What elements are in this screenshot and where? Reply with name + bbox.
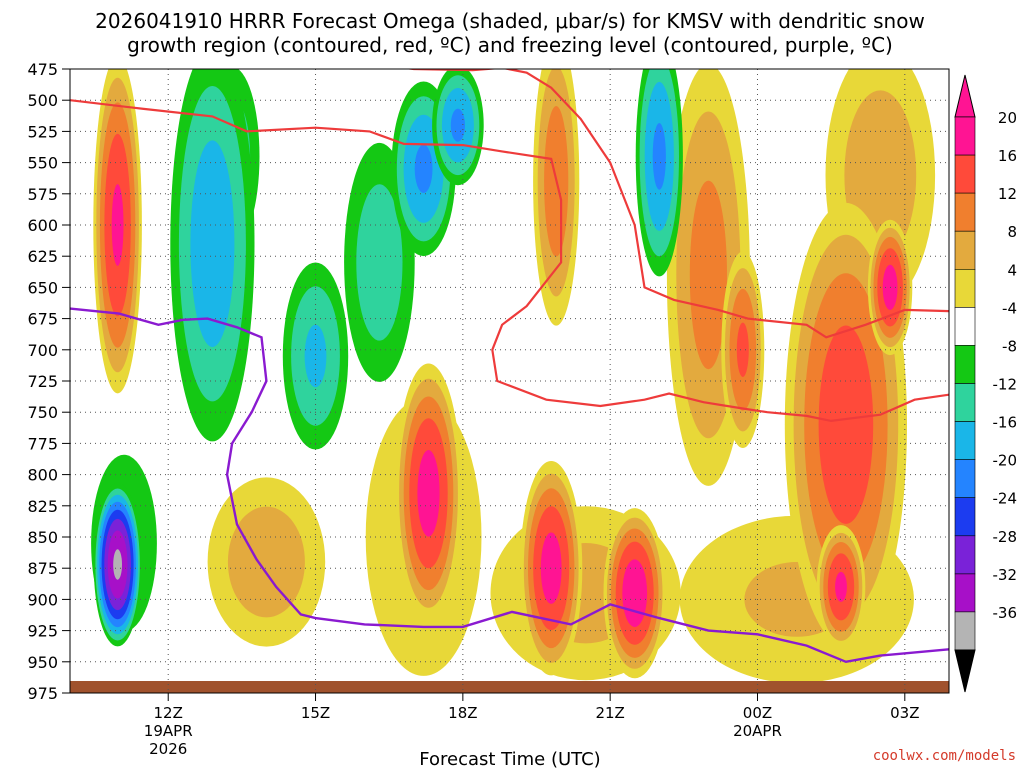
y-tick-label-750: 750 — [27, 403, 58, 422]
omega-blob-0-level-20 — [111, 184, 124, 266]
y-tick-label-625: 625 — [27, 247, 58, 266]
omega-blob-12-level-8 — [227, 506, 305, 618]
y-tick-label-800: 800 — [27, 466, 58, 485]
omega-blob-6-level--8 — [356, 184, 403, 341]
x-tick-year-0: 2026 — [149, 740, 187, 758]
colorbar-swatch-2 — [954, 192, 976, 232]
colorbar-swatch-3 — [954, 230, 976, 270]
x-tick-label-0: 12Z — [154, 704, 183, 722]
colorbar-bottom-arrow — [954, 649, 976, 693]
colorbar-swatch-8 — [954, 421, 976, 461]
colorbar-swatch-5 — [954, 307, 976, 346]
colorbar-swatch-9 — [954, 459, 976, 499]
y-tick-label-950: 950 — [27, 653, 58, 672]
plot-area — [69, 68, 950, 694]
y-tick-label-725: 725 — [27, 372, 58, 391]
colorbar-label-9: -20 — [993, 452, 1018, 470]
colorbar-swatch-1 — [954, 154, 976, 194]
y-tick-label-775: 775 — [27, 434, 58, 453]
y-tick-label-850: 850 — [27, 528, 58, 547]
omega-blob-15-level-20 — [540, 532, 562, 604]
omega-blob-8-level--16 — [450, 108, 465, 142]
y-tick-label-675: 675 — [27, 310, 58, 329]
colorbar-label-13: -36 — [993, 604, 1018, 622]
omega-blob-20-level-16 — [818, 325, 874, 524]
y-tick-label-500: 500 — [27, 91, 58, 110]
omega-blob-7-level--16 — [414, 144, 433, 193]
omega-blob-18-level-12 — [689, 180, 728, 370]
colorbar-label-2: 12 — [998, 185, 1017, 203]
x-tick-label-3: 21Z — [595, 704, 624, 722]
y-tick-label-875: 875 — [27, 559, 58, 578]
colorbar-swatch-4 — [954, 268, 976, 308]
dgz-contour-0 — [70, 99, 949, 423]
grid-lines — [70, 69, 949, 693]
omega-blob-5-level--12 — [304, 324, 327, 388]
colorbar-top-arrow — [954, 74, 976, 118]
x-tick-date-4: 20APR — [733, 722, 782, 740]
x-axis-title: Forecast Time (UTC) — [419, 749, 600, 768]
colorbar-swatch-7 — [954, 383, 976, 422]
colorbar-label-10: -24 — [993, 490, 1018, 508]
y-tick-label-650: 650 — [27, 278, 58, 297]
colorbar-label-8: -16 — [993, 414, 1018, 432]
colorbar-swatch-0 — [954, 116, 976, 156]
colorbar: 20 16 12 8 4 -4 -8 -12 -16 -20 -24 -28 -32 -36 — [954, 74, 1018, 693]
colorbar-label-1: 16 — [998, 147, 1017, 165]
omega-blob-9-level--16 — [652, 123, 666, 190]
omega-blob-13-level-20 — [417, 450, 440, 537]
omega-blob-1-level--32 — [113, 549, 122, 580]
y-tick-label-525: 525 — [27, 122, 58, 141]
y-tick-label-925: 925 — [27, 622, 58, 641]
y-tick-label-575: 575 — [27, 185, 58, 204]
x-tick-label-2: 18Z — [448, 704, 477, 722]
dgz-contour-1 — [404, 69, 949, 339]
ground-strip — [70, 681, 949, 693]
y-axis: 475 500 525 550 575 600 625 650 675 700 725 750 775 8… — [27, 60, 70, 703]
omega-blob-3-level--12 — [190, 140, 235, 347]
colorbar-swatch-12 — [954, 573, 976, 613]
colorbar-swatch-10 — [954, 497, 976, 537]
x-tick-date-0: 19APR — [144, 722, 193, 740]
x-tick-label-4: 00Z — [743, 704, 772, 722]
omega-blob-16-level-20 — [622, 559, 648, 627]
colorbar-label-11: -28 — [993, 528, 1018, 546]
omega-blob-19-level-16 — [736, 322, 749, 377]
colorbar-label-7: -12 — [993, 376, 1018, 394]
watermark: coolwx.com/models — [873, 748, 1016, 764]
x-tick-label-1: 15Z — [301, 704, 330, 722]
y-tick-label-900: 900 — [27, 590, 58, 609]
colorbar-label-12: -32 — [993, 566, 1018, 584]
y-tick-label-475: 475 — [27, 60, 58, 79]
colorbar-label-4: 4 — [1007, 261, 1017, 279]
colorbar-label-3: 8 — [1007, 223, 1017, 241]
chart-title-line2: growth region (contoured, red, ºC) and f… — [127, 33, 893, 57]
colorbar-label-0: 20 — [998, 109, 1017, 127]
x-tick-label-5: 03Z — [890, 704, 919, 722]
chart-title-line1: 2026041910 HRRR Forecast Omega (shaded, … — [95, 9, 925, 33]
colorbar-swatch-13 — [954, 611, 976, 651]
contour-lines — [70, 69, 949, 664]
omega-blob-22-level-20 — [835, 571, 847, 602]
colorbar-swatch-6 — [954, 345, 976, 384]
y-tick-label-825: 825 — [27, 497, 58, 516]
freezing-level-contour — [70, 307, 949, 664]
omega-shading — [91, 69, 936, 684]
y-tick-label-550: 550 — [27, 154, 58, 173]
colorbar-swatch-11 — [954, 535, 976, 575]
colorbar-label-5: -4 — [1002, 299, 1017, 317]
y-tick-label-975: 975 — [27, 684, 58, 703]
y-tick-label-600: 600 — [27, 216, 58, 235]
colorbar-label-6: -8 — [1002, 337, 1017, 355]
y-tick-label-700: 700 — [27, 341, 58, 360]
